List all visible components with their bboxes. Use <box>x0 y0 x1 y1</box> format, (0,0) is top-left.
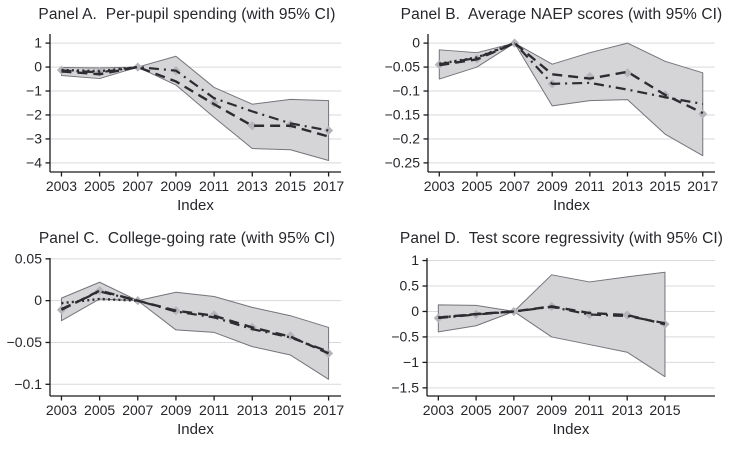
x-tick-label: 2015 <box>275 402 306 418</box>
confidence-band <box>60 281 330 380</box>
y-tick-label: −1 <box>403 354 419 370</box>
x-tick-label: 2011 <box>575 178 605 194</box>
x-tick-label: 2005 <box>461 178 492 194</box>
x-axis-title: Index <box>553 421 590 438</box>
x-tick-label: 2011 <box>199 178 229 194</box>
x-tick-label: 2009 <box>160 178 191 194</box>
x-tick-label: 2011 <box>574 402 604 418</box>
panel-a: Panel A. Per-pupil spending (with 95% CI… <box>0 0 374 224</box>
x-axis-title: Index <box>177 197 214 214</box>
y-tick-label: 0 <box>412 35 420 51</box>
y-tick-label: −0.1 <box>14 376 42 392</box>
x-tick-label: 2017 <box>313 178 344 194</box>
series-line-dashed <box>438 305 666 326</box>
panel-c-title: Panel C. College-going rate (with 95% CI… <box>38 230 336 247</box>
x-tick-label: 2005 <box>84 402 115 418</box>
x-tick-label: 2015 <box>649 402 680 418</box>
y-tick-label: 0 <box>34 59 42 75</box>
x-tick-label: 2013 <box>237 178 268 194</box>
x-tick-label: 2009 <box>160 402 191 418</box>
x-tick-label: 2007 <box>122 402 153 418</box>
y-tick-label: 0 <box>411 303 419 319</box>
diamond-marker <box>56 305 67 315</box>
x-axis-title: Index <box>177 421 214 438</box>
series-line-dashed <box>60 289 330 355</box>
diamond-marker <box>622 68 633 78</box>
x-tick-label: 2007 <box>498 402 529 418</box>
diamond-marker <box>247 121 257 131</box>
confidence-band <box>60 55 330 161</box>
x-tick-label: 2003 <box>423 402 454 418</box>
x-tick-label: 2009 <box>537 178 568 194</box>
y-tick-label: 0.05 <box>15 250 42 266</box>
diamond-marker <box>698 109 708 119</box>
y-tick-label: −0.05 <box>385 59 421 75</box>
y-tick-label: −1.5 <box>391 379 419 395</box>
x-tick-label: 2015 <box>650 178 681 194</box>
panel-a-title: Panel A. Per-pupil spending (with 95% CI… <box>38 6 336 23</box>
diamond-marker <box>584 309 595 320</box>
x-tick-label: 2005 <box>461 402 492 418</box>
y-tick-label: −1 <box>26 83 42 99</box>
x-tick-label: 2011 <box>199 402 229 418</box>
x-tick-label: 2013 <box>612 178 643 194</box>
y-tick-label: −0.5 <box>391 328 419 344</box>
x-tick-label: 2009 <box>536 402 567 418</box>
y-tick-label: −0.25 <box>385 154 421 170</box>
confidence-band <box>437 271 666 378</box>
x-tick-label: 2003 <box>46 178 77 194</box>
x-tick-label: 2015 <box>275 178 306 194</box>
panel-b: Panel B. Average NAEP scores (with 95% C… <box>374 0 749 224</box>
panel-d-title: Panel D. Test score regressivity (with 9… <box>399 230 724 247</box>
y-tick-label: 1 <box>411 252 419 268</box>
y-tick-label: −4 <box>26 154 42 170</box>
x-tick-label: 2003 <box>424 178 455 194</box>
x-tick-label: 2017 <box>687 178 718 194</box>
x-tick-label: 2003 <box>46 402 77 418</box>
x-tick-label: 2017 <box>313 402 344 418</box>
y-tick-label: −0.1 <box>392 83 420 99</box>
y-tick-label: 1 <box>34 35 42 51</box>
x-axis-title: Index <box>553 197 590 214</box>
y-tick-label: −3 <box>26 130 42 146</box>
series-line-dashed <box>439 41 704 115</box>
x-tick-label: 2007 <box>499 178 530 194</box>
y-tick-label: 0 <box>34 292 42 308</box>
y-tick-label: 0.5 <box>400 278 420 294</box>
series-line-dashdot <box>439 41 703 106</box>
x-tick-label: 2007 <box>122 178 153 194</box>
panel-b-title: Panel B. Average NAEP scores (with 95% C… <box>400 6 723 23</box>
panel-c: Panel C. College-going rate (with 95% CI… <box>0 224 374 449</box>
series-line-dotted <box>61 297 138 305</box>
confidence-band <box>438 42 704 157</box>
y-tick-label: −0.15 <box>385 106 421 122</box>
x-tick-label: 2013 <box>237 402 268 418</box>
panel-d: Panel D. Test score regressivity (with 9… <box>374 224 749 449</box>
y-tick-label: −2 <box>26 106 42 122</box>
x-tick-label: 2005 <box>84 178 115 194</box>
series-line-dashdot <box>61 65 329 132</box>
x-tick-label: 2013 <box>612 402 643 418</box>
y-tick-label: −0.2 <box>392 130 420 146</box>
y-tick-label: −0.05 <box>7 334 43 350</box>
